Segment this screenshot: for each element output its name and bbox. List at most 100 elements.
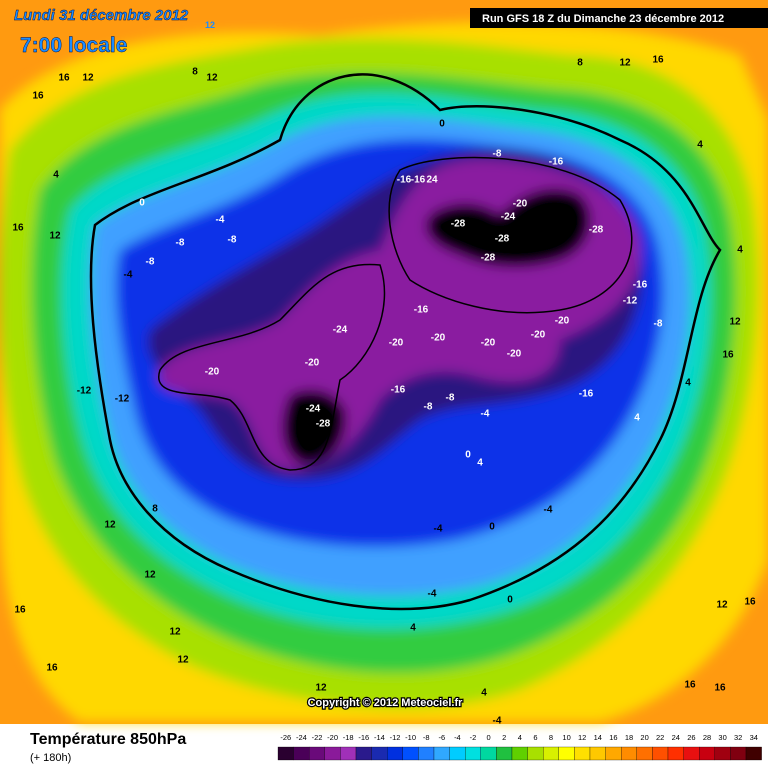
scale-swatch (480, 746, 497, 761)
contour-label: -8 (654, 319, 663, 330)
scale-tick-label: -24 (296, 733, 307, 742)
scale-swatch (309, 746, 325, 761)
contour-label: -28 (589, 225, 604, 236)
contour-label: -4 (481, 409, 490, 420)
contour-label: -20 (481, 338, 496, 349)
cold-contours (157, 156, 633, 471)
scale-swatch (667, 746, 684, 761)
contour-label: 24 (426, 175, 438, 186)
scale-swatch (636, 746, 653, 761)
scale-swatch (387, 746, 403, 761)
scale-swatch (714, 746, 731, 761)
contour-label: -4 (124, 270, 133, 281)
copyright: Copyright © 2012 Meteociel.fr (308, 697, 464, 709)
scale-tick-label: 2 (502, 733, 506, 742)
scale-tick-label: 4 (518, 733, 522, 742)
contour-label: 4 (634, 413, 640, 424)
contour-label: 4 (410, 623, 416, 634)
contour-label: -24 (501, 212, 516, 223)
scale-tick-label: -20 (327, 733, 338, 742)
scale-swatch (527, 746, 544, 761)
contour-label: 12 (169, 627, 181, 638)
scale-tick-label: 18 (625, 733, 633, 742)
contour-label: 16 (684, 680, 696, 691)
contour-label: 12 (729, 317, 741, 328)
contour-label: 16 (12, 223, 24, 234)
contour-label: -20 (513, 199, 528, 210)
contour-label: -16 (633, 280, 648, 291)
scale-tick-label: 26 (687, 733, 695, 742)
scale-swatch (293, 746, 310, 761)
contour-label: 16 (652, 55, 664, 66)
contour-label: -28 (451, 219, 466, 230)
scale-tick-label: -18 (343, 733, 354, 742)
scale-tick-label: 28 (703, 733, 711, 742)
lead-time: (+ 180h) (30, 752, 71, 764)
contour-label: 16 (714, 683, 726, 694)
contour-label: 12 (177, 655, 189, 666)
temperature-fields (0, 21, 768, 722)
contour-label: -28 (495, 234, 510, 245)
contour-label: -4 (216, 215, 225, 226)
field-title: Température 850hPa (30, 731, 186, 748)
scale-tick-label: -10 (405, 733, 416, 742)
contour-label: 16 (46, 663, 58, 674)
forecast-date: Lundi 31 décembre 2012 (14, 7, 189, 24)
contour-label: 4 (737, 245, 743, 256)
footer: Température 850hPa (+ 180h) -26 -24 -22 -20… (30, 731, 762, 764)
contour-label: -20 (205, 367, 220, 378)
scale-tick-label: -6 (438, 733, 445, 742)
contour-label: -20 (431, 333, 446, 344)
scale-swatch (371, 746, 388, 761)
contour-label: -24 (306, 404, 321, 415)
contour-label: 4 (477, 458, 483, 469)
forecast-time: 7:00 locale (20, 34, 127, 57)
scale-tick-label: 24 (672, 733, 680, 742)
scale-swatch (652, 746, 669, 761)
contour-label: -28 (316, 419, 331, 430)
scale-tick-label: 0 (487, 733, 491, 742)
contour-line (157, 263, 386, 471)
contour-label: -12 (115, 394, 130, 405)
scale-tick-label: 22 (656, 733, 664, 742)
scale-tick-label: 32 (734, 733, 742, 742)
contour-label: -20 (389, 338, 404, 349)
contour-label: -16 (397, 175, 412, 186)
scale-swatch (277, 746, 294, 761)
run-box (470, 8, 768, 28)
scale-swatch (340, 746, 357, 761)
contour-label: -20 (555, 316, 570, 327)
scale-swatch (683, 746, 700, 761)
contour-label: 4 (697, 140, 703, 151)
scale-tick-label: 14 (594, 733, 602, 742)
scale-tick-label: 6 (533, 733, 537, 742)
contour-label: -16 (411, 175, 426, 186)
contour-label: -16 (579, 389, 594, 400)
contour-label: -8 (493, 149, 502, 160)
contour-label: -8 (228, 235, 237, 246)
contour-label: -8 (146, 257, 155, 268)
contour-label: -8 (446, 393, 455, 404)
contour-label: 12 (49, 231, 61, 242)
scale-swatch (730, 746, 747, 761)
contour-label: 16 (58, 73, 70, 84)
contour-label: 12 (619, 58, 631, 69)
contour-label: 12 (144, 570, 156, 581)
contour-label: -16 (549, 157, 564, 168)
contour-label: 4 (481, 688, 487, 699)
contour-label: -28 (481, 253, 496, 264)
scale-tick-label: 12 (578, 733, 586, 742)
scale-tick-label: 30 (718, 733, 726, 742)
contour-label: -20 (531, 330, 546, 341)
contour-label: 0 (139, 198, 145, 209)
scale-tick-label: 8 (549, 733, 553, 742)
contour-label: -20 (305, 358, 320, 369)
contour-line (89, 73, 722, 611)
scale-tick-label: -2 (470, 733, 477, 742)
contour-label: 8 (577, 58, 583, 69)
header: Lundi 31 décembre 2012 12 7:00 locale Ru… (14, 7, 768, 57)
contour-label: 8 (192, 67, 198, 78)
scale-swatch (465, 746, 481, 761)
contour-label: 16 (32, 91, 44, 102)
